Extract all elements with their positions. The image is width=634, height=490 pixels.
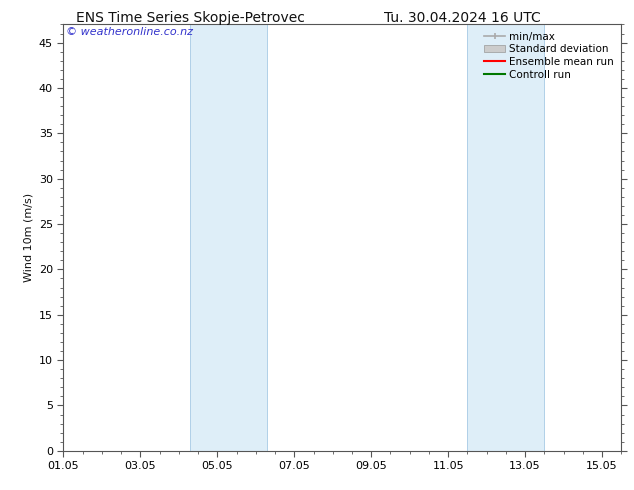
Legend: min/max, Standard deviation, Ensemble mean run, Controll run: min/max, Standard deviation, Ensemble me… (482, 30, 616, 82)
Text: © weatheronline.co.nz: © weatheronline.co.nz (66, 26, 193, 37)
Bar (467, 24, 545, 451)
Text: Tu. 30.04.2024 16 UTC: Tu. 30.04.2024 16 UTC (384, 11, 541, 25)
Y-axis label: Wind 10m (m/s): Wind 10m (m/s) (23, 193, 34, 282)
Text: ENS Time Series Skopje-Petrovec: ENS Time Series Skopje-Petrovec (75, 11, 305, 25)
Bar (190, 24, 268, 451)
